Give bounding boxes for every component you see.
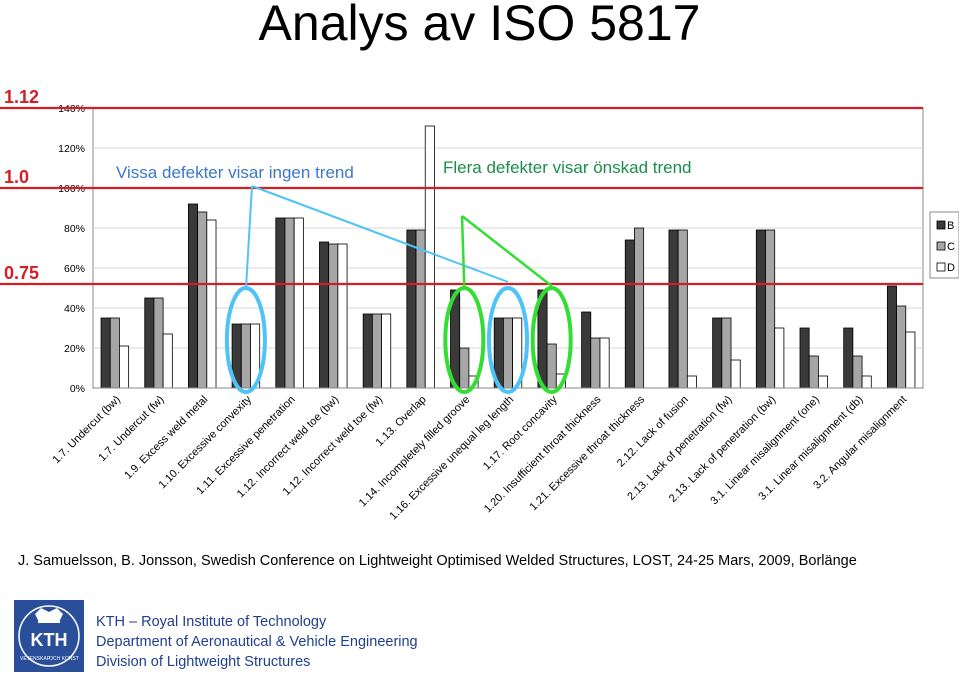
citation: J. Samuelsson, B. Jonsson, Swedish Confe… <box>18 553 857 569</box>
y-tick-label: 120% <box>58 143 85 155</box>
callout-line <box>251 185 509 283</box>
bar-c <box>197 211 208 389</box>
bar-c <box>371 313 382 389</box>
x-tick-label: 3.2. Angular misalignment <box>811 394 909 492</box>
bar-b <box>406 229 417 389</box>
bar-d <box>162 333 173 389</box>
y-tick-label: 80% <box>64 223 85 235</box>
y-tick-label: 20% <box>64 343 85 355</box>
bar-c <box>109 317 120 389</box>
bar-c <box>590 337 601 389</box>
reference-line-label: 1.0 <box>4 167 29 187</box>
legend: B C D <box>929 211 959 279</box>
highlight-ellipse <box>530 286 573 394</box>
bar-c <box>634 227 645 389</box>
reference-line-label: 0.75 <box>4 263 39 283</box>
bar-chart: 0%20%40%60%80%100%120%140% 1.7. Undercut… <box>0 87 959 522</box>
x-axis-labels: 1.7. Undercut (bw)1.7. Undercut (fw)1.9.… <box>50 393 909 522</box>
bar-b <box>319 241 330 389</box>
bar-d <box>905 331 916 389</box>
bar-c <box>328 243 339 389</box>
bar-c <box>502 317 513 389</box>
bar-c <box>415 229 426 389</box>
bar-c <box>153 297 164 389</box>
reference-line-label: 1.12 <box>4 87 39 107</box>
annotation-desired-trend: Flera defekter visar önskad trend <box>443 158 692 177</box>
bar-b <box>886 285 897 389</box>
bar-b <box>624 239 635 389</box>
bar-c <box>765 229 776 389</box>
legend-label-c: C <box>947 241 955 253</box>
logo-text: KTH <box>31 630 68 650</box>
bar-d <box>381 313 392 389</box>
legend-swatch-d <box>936 262 946 272</box>
legend-swatch-c <box>936 241 946 251</box>
logo-motto-left: VETENSKAP <box>20 656 51 662</box>
highlight-ellipse <box>487 286 529 394</box>
bar-c <box>546 343 557 389</box>
bar-c <box>852 355 863 389</box>
annotation-callouts <box>224 185 573 394</box>
y-tick-label: 40% <box>64 303 85 315</box>
bar-b <box>799 327 810 389</box>
footer-affiliation: KTH – Royal Institute of Technology Depa… <box>96 612 418 672</box>
y-axis-ticks: 0%20%40%60%80%100%120%140% <box>58 103 85 395</box>
kth-logo: KTH VETENSKAP OCH KONST <box>14 600 84 672</box>
bar-d <box>774 327 785 389</box>
callout-line <box>244 185 253 291</box>
bar-b <box>275 217 286 389</box>
bar-b <box>100 317 111 389</box>
bar-d <box>861 375 872 389</box>
bar-c <box>896 305 907 389</box>
y-tick-label: 0% <box>70 383 85 395</box>
bar-c <box>808 355 819 389</box>
slide-title: Analys av ISO 5817 <box>258 0 701 51</box>
legend-label-b: B <box>947 220 954 232</box>
legend-swatch-b <box>936 220 946 230</box>
bar-b <box>712 317 723 389</box>
bar-d <box>424 125 435 389</box>
logo-motto-right: OCH KONST <box>49 656 79 662</box>
callout-line <box>461 215 553 287</box>
bar-d <box>206 219 217 389</box>
bar-d <box>730 359 741 389</box>
bar-d <box>119 345 130 389</box>
bar-c <box>240 323 251 389</box>
footer-line-2: Department of Aeronautical & Vehicle Eng… <box>96 634 418 650</box>
bar-b <box>144 297 155 389</box>
bar-b <box>755 229 766 389</box>
callout-line <box>460 215 466 289</box>
x-tick-label: 1.9. Excess weld metal <box>122 394 210 482</box>
legend-label-d: D <box>947 262 955 274</box>
bar-b <box>188 203 199 389</box>
bar-b <box>668 229 679 389</box>
bar-c <box>677 229 688 389</box>
bar-b <box>581 311 592 389</box>
reference-lines: 1.12 1.0 0.75 <box>0 87 923 286</box>
bar-d <box>293 217 304 389</box>
bar-d <box>337 243 348 389</box>
x-tick-label: 1.17. Root concavity <box>481 393 560 472</box>
bar-d <box>686 375 697 389</box>
bar-b <box>362 313 373 389</box>
bar-d <box>817 375 828 389</box>
bar-c <box>284 217 295 389</box>
bar-b <box>843 327 854 389</box>
y-tick-label: 60% <box>64 263 85 275</box>
annotation-no-trend: Vissa defekter visar ingen trend <box>116 163 354 182</box>
bar-d <box>599 337 610 389</box>
footer-line-3: Division of Lightweight Structures <box>96 654 311 670</box>
bar-c <box>721 317 732 389</box>
footer-line-1: KTH – Royal Institute of Technology <box>96 614 327 630</box>
bar-c <box>459 347 470 389</box>
